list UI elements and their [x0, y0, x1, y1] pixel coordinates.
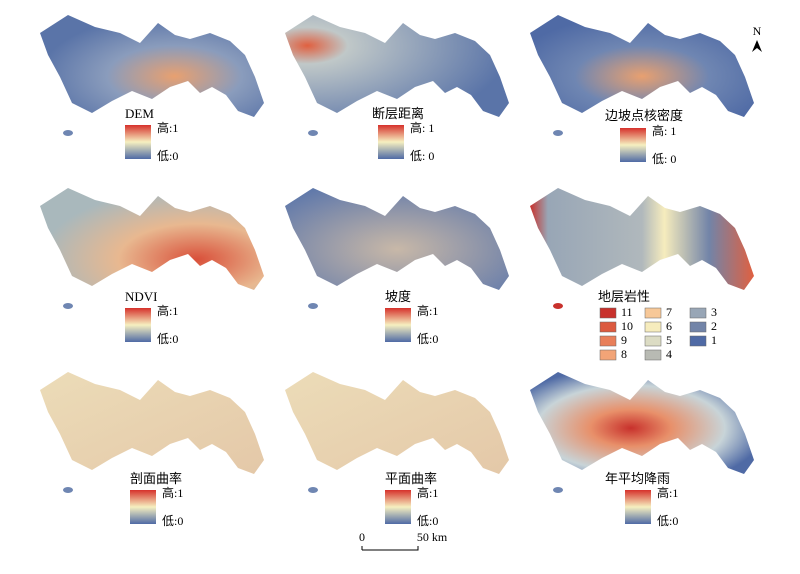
- legend-swatch: [689, 321, 707, 333]
- legend-label: 1: [711, 333, 717, 347]
- map-area: [530, 188, 754, 290]
- color-ramp: [125, 308, 151, 342]
- panel-title: 平面曲率: [385, 471, 437, 486]
- map-area: [40, 372, 264, 474]
- legend-label: 6: [666, 319, 672, 333]
- island: [553, 130, 563, 136]
- legend-label: 5: [666, 333, 672, 347]
- legend-swatch: [689, 307, 707, 319]
- legend-high: 高:1: [417, 303, 438, 318]
- color-ramp: [620, 128, 646, 162]
- color-ramp: [125, 125, 151, 159]
- map-area: [285, 188, 509, 290]
- legend-swatch: [599, 349, 617, 361]
- map-area: [530, 372, 754, 474]
- legend-label: 9: [621, 333, 627, 347]
- color-ramp: [378, 125, 404, 159]
- legend-swatch: [644, 307, 662, 319]
- legend-low: 低: 0: [410, 149, 434, 163]
- panel-title: 坡度: [385, 289, 411, 304]
- panel-title: 地层岩性: [598, 289, 650, 304]
- map-area: [530, 15, 754, 117]
- map: [285, 372, 509, 493]
- map: [530, 372, 754, 493]
- legend-low: 低:0: [157, 149, 178, 163]
- legend-high: 高: 1: [410, 120, 434, 135]
- panel-title: 边坡点核密度: [605, 108, 683, 123]
- legend-label: 2: [711, 319, 717, 333]
- legend-label: 8: [621, 347, 627, 361]
- island: [308, 487, 318, 493]
- island: [553, 487, 563, 493]
- island: [308, 303, 318, 309]
- map: [285, 15, 509, 136]
- map: [40, 188, 264, 309]
- map: [530, 188, 754, 309]
- legend-low: 低:0: [417, 514, 438, 528]
- island: [63, 130, 73, 136]
- panel-title: 剖面曲率: [130, 471, 182, 486]
- color-ramp: [130, 490, 156, 524]
- legend-swatch: [599, 335, 617, 347]
- legend-label: 7: [666, 305, 672, 319]
- panel-title: 年平均降雨: [605, 471, 670, 486]
- island: [63, 487, 73, 493]
- scale-start: 0: [359, 530, 365, 544]
- legend-label: 10: [621, 319, 633, 333]
- north-arrow: [752, 40, 762, 52]
- map: [40, 15, 264, 136]
- legend-low: 低:0: [657, 514, 678, 528]
- island: [553, 303, 563, 309]
- legend-swatch: [644, 335, 662, 347]
- legend-high: 高:1: [657, 485, 678, 500]
- map: [530, 15, 754, 136]
- color-ramp: [385, 308, 411, 342]
- scale-end: 50 km: [417, 530, 448, 544]
- panel-title: DEM: [125, 106, 154, 121]
- legend-high: 高:1: [417, 485, 438, 500]
- legend-low: 低:0: [417, 332, 438, 346]
- legend-label: 4: [666, 347, 672, 361]
- map-area: [285, 15, 509, 117]
- map-area: [40, 15, 264, 117]
- legend-high: 高:1: [162, 485, 183, 500]
- map-area: [285, 372, 509, 474]
- legend-swatch: [599, 321, 617, 333]
- scale-bar: [361, 546, 419, 551]
- color-ramp: [625, 490, 651, 524]
- legend-high: 高:1: [157, 303, 178, 318]
- legend-label: 11: [621, 305, 633, 319]
- legend-high: 高: 1: [652, 123, 676, 138]
- legend-swatch: [689, 335, 707, 347]
- legend-low: 低:0: [162, 514, 183, 528]
- map-area: [40, 188, 264, 290]
- panel-title: NDVI: [125, 289, 158, 304]
- legend-swatch: [599, 307, 617, 319]
- north-label: N: [753, 24, 762, 38]
- map: [285, 188, 509, 309]
- legend-swatch: [644, 349, 662, 361]
- legend-low: 低: 0: [652, 152, 676, 166]
- map: [40, 372, 264, 493]
- panel-title: 断层距离: [372, 106, 424, 121]
- island: [308, 130, 318, 136]
- color-ramp: [385, 490, 411, 524]
- legend-high: 高:1: [157, 120, 178, 135]
- legend-label: 3: [711, 305, 717, 319]
- legend-swatch: [644, 321, 662, 333]
- island: [63, 303, 73, 309]
- legend-low: 低:0: [157, 332, 178, 346]
